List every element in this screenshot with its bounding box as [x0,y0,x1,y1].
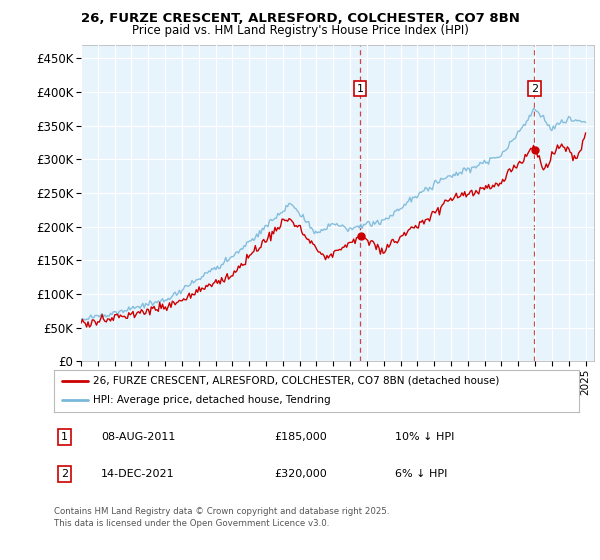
Text: Price paid vs. HM Land Registry's House Price Index (HPI): Price paid vs. HM Land Registry's House … [131,24,469,37]
Text: 2: 2 [531,83,538,94]
Text: 6% ↓ HPI: 6% ↓ HPI [395,469,448,479]
Text: £320,000: £320,000 [275,469,327,479]
Text: 08-AUG-2011: 08-AUG-2011 [101,432,176,442]
Text: Contains HM Land Registry data © Crown copyright and database right 2025.
This d: Contains HM Land Registry data © Crown c… [54,507,389,528]
Text: 10% ↓ HPI: 10% ↓ HPI [395,432,455,442]
Text: HPI: Average price, detached house, Tendring: HPI: Average price, detached house, Tend… [94,395,331,405]
Text: 26, FURZE CRESCENT, ALRESFORD, COLCHESTER, CO7 8BN: 26, FURZE CRESCENT, ALRESFORD, COLCHESTE… [80,12,520,25]
Text: 2: 2 [61,469,68,479]
Text: 1: 1 [357,83,364,94]
Text: 14-DEC-2021: 14-DEC-2021 [101,469,175,479]
Text: 1: 1 [61,432,68,442]
Text: £185,000: £185,000 [275,432,327,442]
Text: 26, FURZE CRESCENT, ALRESFORD, COLCHESTER, CO7 8BN (detached house): 26, FURZE CRESCENT, ALRESFORD, COLCHESTE… [94,376,500,386]
